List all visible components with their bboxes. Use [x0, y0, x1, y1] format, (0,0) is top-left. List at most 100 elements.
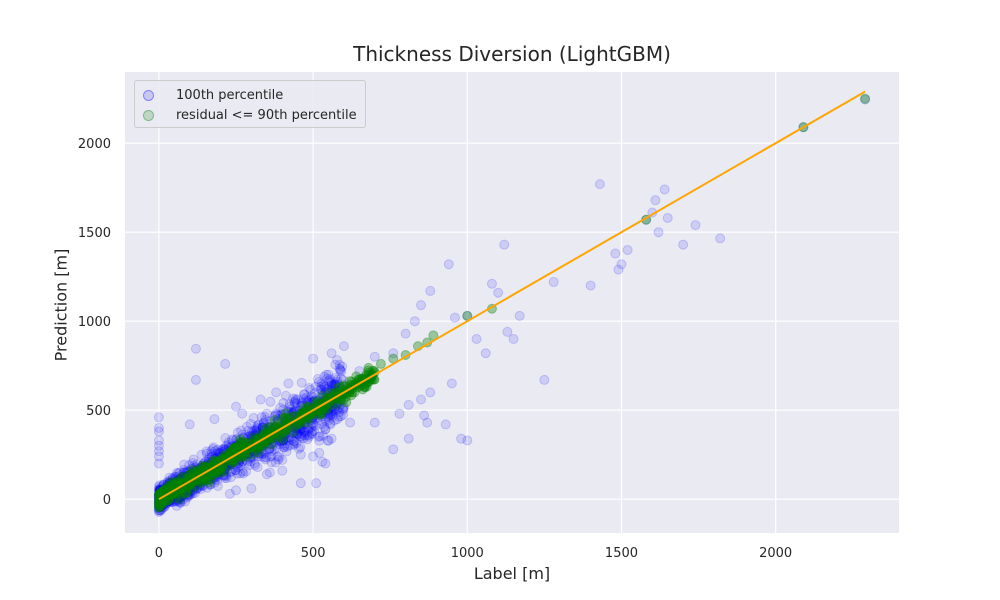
point-100th-percentile — [275, 435, 286, 446]
legend: 100th percentile residual <= 90th percen… — [134, 80, 366, 128]
point-100th-percentile — [257, 421, 268, 432]
point-100th-percentile — [242, 421, 253, 432]
point-100th-percentile — [202, 482, 213, 493]
point-100th-percentile — [298, 433, 309, 444]
point-100th-percentile — [225, 467, 236, 478]
point-100th-percentile — [306, 391, 317, 402]
point-100th-percentile — [327, 405, 338, 416]
point-100th-percentile — [288, 408, 299, 419]
point-100th-percentile — [203, 474, 214, 485]
point-100th-percentile — [290, 426, 301, 437]
legend-item-90th: residual <= 90th percentile — [143, 105, 357, 125]
point-100th-percentile — [403, 433, 414, 444]
point-100th-percentile — [310, 381, 321, 392]
point-100th-percentile — [318, 392, 329, 403]
point-100th-percentile — [164, 478, 175, 489]
point-100th-percentile — [329, 415, 340, 426]
point-100th-percentile — [296, 397, 307, 408]
point-100th-percentile — [153, 505, 164, 516]
point-100th-percentile — [251, 444, 262, 455]
point-100th-percentile — [280, 428, 291, 439]
point-100th-percentile — [331, 398, 342, 409]
point-100th-percentile — [264, 418, 275, 429]
point-100th-percentile — [251, 424, 262, 435]
point-100th-percentile — [246, 432, 257, 443]
point-100th-percentile — [323, 369, 334, 380]
point-100th-percentile — [338, 404, 349, 415]
point-100th-percentile — [328, 410, 339, 421]
point-100th-percentile — [209, 472, 220, 483]
point-100th-percentile — [182, 486, 193, 497]
point-100th-percentile — [171, 478, 182, 489]
point-100th-percentile — [228, 435, 239, 446]
point-100th-percentile — [190, 343, 201, 354]
point-100th-percentile — [203, 454, 214, 465]
point-100th-percentile — [327, 401, 338, 412]
point-100th-percentile — [650, 195, 661, 206]
point-100th-percentile — [337, 403, 348, 414]
point-100th-percentile — [223, 439, 234, 450]
point-100th-percentile — [237, 456, 248, 467]
point-100th-percentile — [261, 469, 272, 480]
point-100th-percentile — [295, 423, 306, 434]
point-100th-percentile — [154, 484, 165, 495]
point-100th-percentile — [261, 408, 272, 419]
point-100th-percentile — [659, 184, 670, 195]
point-100th-percentile — [419, 410, 430, 421]
point-100th-percentile — [156, 500, 167, 511]
point-100th-percentile — [690, 220, 701, 231]
point-100th-percentile — [224, 442, 235, 453]
point-100th-percentile — [170, 472, 181, 483]
legend-marker-green — [143, 109, 154, 121]
point-100th-percentile — [160, 484, 171, 495]
point-100th-percentile — [169, 477, 180, 488]
point-100th-percentile — [181, 471, 192, 482]
point-100th-percentile — [292, 428, 303, 439]
point-100th-percentile — [425, 285, 436, 296]
point-100th-percentile — [307, 428, 318, 439]
point-100th-percentile — [178, 474, 189, 485]
point-100th-percentile — [337, 361, 348, 372]
point-100th-percentile — [242, 448, 253, 459]
point-100th-percentile — [201, 446, 212, 457]
point-100th-percentile — [170, 496, 181, 507]
point-100th-percentile — [214, 466, 225, 477]
point-100th-percentile — [270, 457, 281, 468]
point-100th-percentile — [220, 471, 231, 482]
point-100th-percentile — [220, 433, 231, 444]
x-axis-label: Label [m] — [473, 564, 551, 583]
point-100th-percentile — [174, 491, 185, 502]
point-100th-percentile — [292, 423, 303, 434]
point-100th-percentile — [508, 333, 519, 344]
point-100th-percentile — [409, 316, 420, 327]
point-100th-percentile — [257, 423, 268, 434]
point-100th-percentile — [335, 411, 346, 422]
point-100th-percentile — [237, 408, 248, 419]
point-100th-percentile — [165, 493, 176, 504]
point-100th-percentile — [219, 446, 230, 457]
point-100th-percentile — [188, 460, 199, 471]
point-100th-percentile — [205, 474, 216, 485]
point-100th-percentile — [305, 400, 316, 411]
point-100th-percentile — [335, 365, 346, 376]
chart-title: Thickness Diversion (LightGBM) — [353, 42, 671, 66]
point-100th-percentile — [317, 408, 328, 419]
point-100th-percentile — [174, 488, 185, 499]
point-100th-percentile — [334, 396, 345, 407]
point-100th-percentile — [192, 459, 203, 470]
point-100th-percentile — [292, 405, 303, 416]
point-100th-percentile — [304, 430, 315, 441]
point-100th-percentile — [262, 439, 273, 450]
point-100th-percentile — [320, 383, 331, 394]
point-100th-percentile — [197, 460, 208, 471]
point-100th-percentile — [203, 456, 214, 467]
point-100th-percentile — [165, 494, 176, 505]
point-100th-percentile — [286, 409, 297, 420]
point-100th-percentile — [309, 425, 320, 436]
point-100th-percentile — [258, 441, 269, 452]
point-100th-percentile — [274, 439, 285, 450]
point-100th-percentile — [286, 407, 297, 418]
point-100th-percentile — [238, 432, 249, 443]
point-100th-percentile — [234, 440, 245, 451]
point-100th-percentile — [294, 431, 305, 442]
